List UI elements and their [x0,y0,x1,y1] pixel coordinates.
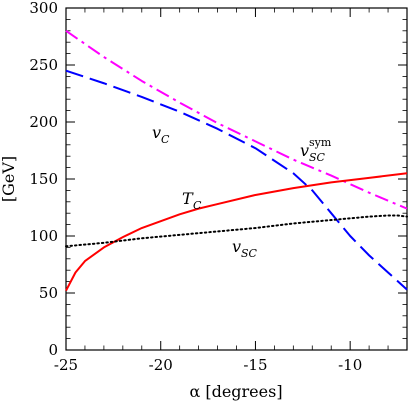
ticks [65,7,408,351]
svg-text:SC: SC [241,247,258,260]
svg-text:v: v [232,237,241,256]
series-line-t-c [65,172,408,292]
series-group [65,29,408,292]
series-line-v-sc [65,214,408,248]
svg-text:sym: sym [309,136,332,149]
y-tick-label: 200 [29,113,58,131]
y-tick-label: 300 [29,0,58,17]
svg-text:T: T [182,189,194,208]
x-axis-label: α [degrees] [189,382,282,401]
tick-labels: -25 -20 -15 -10 0 50 100 150 200 250 300 [29,0,362,374]
y-tick-label: 250 [29,56,58,74]
svg-text:SC: SC [309,151,326,164]
series-label-v-sc: v SC [232,237,258,260]
y-tick-label: 50 [39,284,58,302]
series-line-v-sc-sym [65,29,408,210]
svg-text:v: v [152,123,161,142]
series-line-v-c [65,69,408,291]
y-tick-label: 0 [48,341,58,359]
svg-text:C: C [193,199,202,212]
x-tick-label: -10 [338,356,362,374]
x-tick-label: -20 [149,356,173,374]
y-axis-label: [GeV] [0,156,18,202]
y-tick-label: 100 [29,227,58,245]
x-tick-label: -15 [243,356,267,374]
x-tick-label: -25 [54,356,78,374]
y-tick-label: 150 [29,170,58,188]
series-label-v-sc-sym: v SC sym [300,136,332,164]
svg-text:C: C [161,133,170,146]
svg-text:v: v [300,141,309,160]
